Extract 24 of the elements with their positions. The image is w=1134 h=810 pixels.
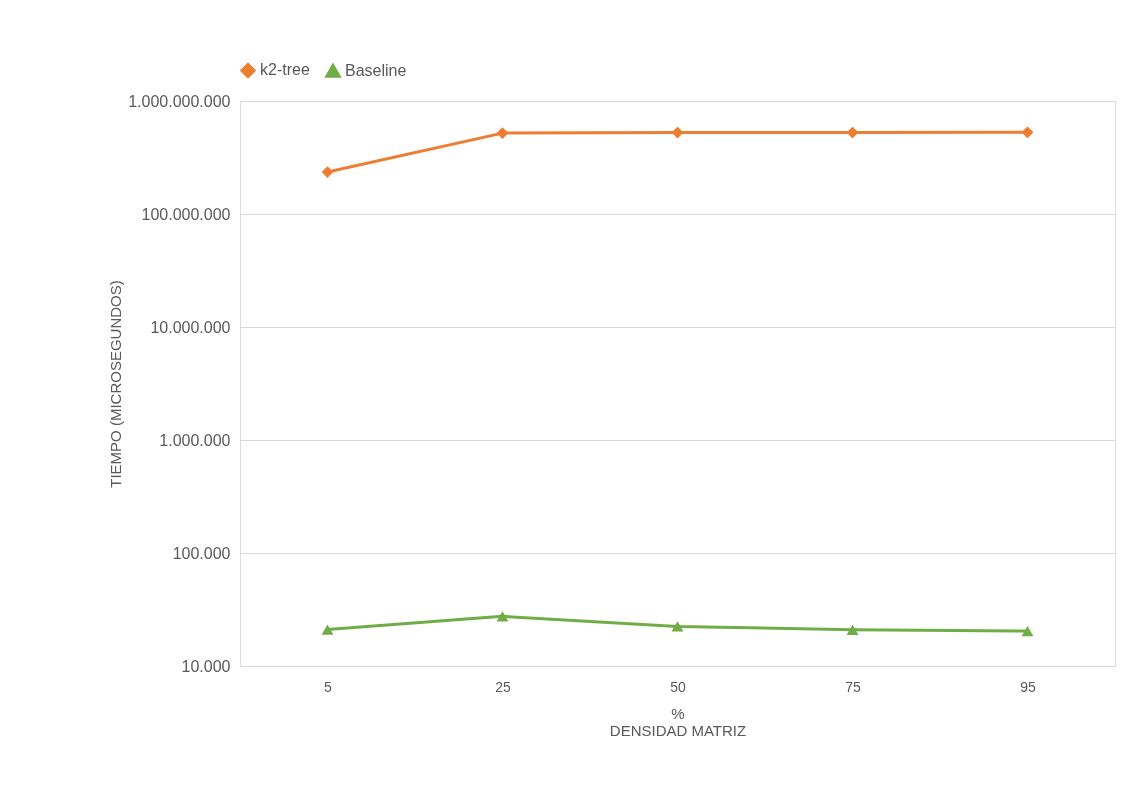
- x-tick-label: 25: [495, 678, 511, 695]
- point: [321, 166, 334, 178]
- point: [496, 127, 509, 140]
- y-tick-label: 1.000.000: [159, 431, 231, 449]
- point: [846, 624, 859, 635]
- legend-label: Baseline: [345, 61, 407, 79]
- legend-label: k2-tree: [260, 61, 310, 79]
- point: [496, 611, 509, 622]
- text: %: [671, 704, 685, 722]
- y-tick-label: 100.000.000: [141, 205, 231, 223]
- point: [321, 624, 334, 635]
- point: [671, 621, 684, 632]
- x-tick-label: 95: [1020, 678, 1036, 695]
- x-tick-label: 75: [845, 678, 861, 695]
- x-axis-title: DENSIDAD MATRIZ: [609, 721, 747, 739]
- y-tick-label: 10.000.000: [150, 318, 231, 336]
- y-tick-label: 1.000.000.000: [128, 92, 231, 110]
- y-tick-label: 100.000: [172, 544, 231, 562]
- point: [1021, 126, 1034, 139]
- x-tick-label: 5: [324, 678, 333, 695]
- y-axis-title: TIEMPO (MICROSEGUNDOS): [107, 280, 125, 488]
- y-tick-label: 10.000: [181, 657, 231, 675]
- point: [1021, 625, 1034, 637]
- x-tick-label: 50: [670, 678, 686, 695]
